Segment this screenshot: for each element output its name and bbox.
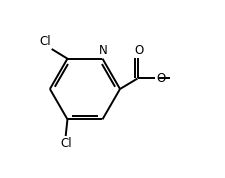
- Text: Cl: Cl: [60, 137, 71, 150]
- Text: Cl: Cl: [39, 35, 51, 48]
- Text: N: N: [99, 44, 107, 57]
- Text: O: O: [134, 44, 143, 57]
- Text: O: O: [155, 72, 164, 85]
